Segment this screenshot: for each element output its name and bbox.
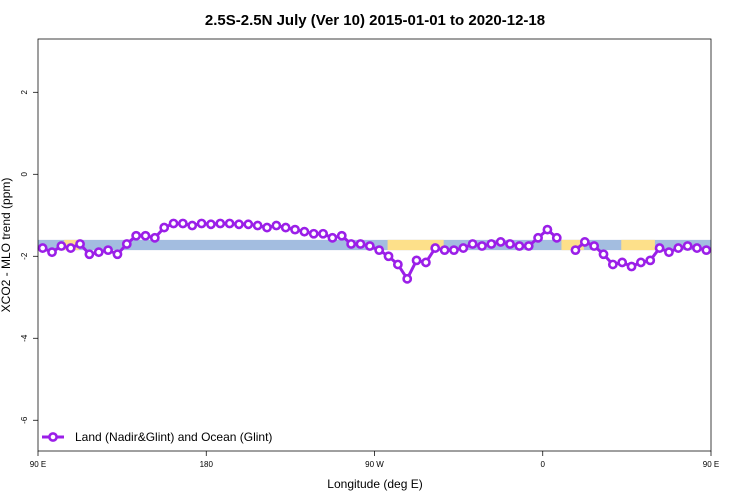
data-point	[56, 241, 67, 251]
data-point	[318, 228, 328, 239]
data-point	[149, 232, 160, 243]
data-point	[206, 219, 216, 230]
data-point	[421, 257, 431, 268]
data-point	[364, 241, 375, 251]
data-point	[234, 219, 244, 230]
data-point	[196, 218, 207, 229]
y-tick-label: -2	[20, 252, 29, 260]
data-point	[458, 243, 469, 253]
data-point	[411, 255, 422, 266]
legend: Land (Nadir&Glint) and Ocean (Glint)	[42, 430, 272, 444]
data-point	[598, 249, 609, 260]
y-axis: 2 0 -2 -4 -6	[20, 90, 38, 424]
data-point	[215, 218, 226, 229]
data-point	[617, 257, 628, 268]
x-tick-label: 0	[541, 460, 546, 469]
data-point	[626, 261, 637, 272]
data-point	[271, 220, 282, 231]
land-band-segment	[561, 239, 584, 251]
data-point	[477, 241, 487, 251]
data-point	[252, 220, 263, 231]
data-point	[84, 249, 95, 260]
data-point	[523, 241, 534, 251]
x-tick-label: 180	[200, 460, 214, 469]
data-point	[308, 228, 319, 239]
data-point	[570, 245, 581, 256]
data-point	[280, 222, 291, 233]
data-point	[37, 243, 48, 253]
land-band-segment	[387, 239, 444, 251]
data-point	[673, 243, 684, 253]
data-point	[168, 218, 179, 229]
y-tick-label: 2	[20, 90, 29, 95]
data-point	[262, 222, 272, 233]
data-point	[346, 239, 357, 249]
data-point	[140, 230, 151, 241]
data-point	[47, 247, 57, 258]
data-point	[430, 243, 441, 253]
data-point	[177, 218, 188, 229]
data-point	[692, 243, 702, 253]
data-point	[467, 239, 478, 249]
data-point	[505, 239, 515, 249]
y-tick-label: 0	[20, 172, 29, 177]
data-point	[533, 232, 543, 243]
series	[37, 218, 712, 284]
data-point	[402, 273, 413, 284]
data-point	[336, 230, 347, 241]
data-point	[65, 243, 76, 253]
data-point	[103, 245, 114, 256]
legend-label: Land (Nadir&Glint) and Ocean (Glint)	[75, 430, 272, 444]
data-point	[701, 245, 712, 256]
data-point	[383, 251, 394, 262]
data-point	[243, 219, 254, 230]
y-axis-label: XCO2 - MLO trend (ppm)	[0, 178, 13, 313]
data-point	[131, 230, 142, 241]
data-point	[551, 232, 562, 243]
data-point	[664, 247, 674, 258]
data-point	[682, 241, 693, 251]
data-point	[374, 245, 385, 256]
data-point	[224, 218, 235, 229]
data-point	[514, 241, 525, 251]
data-point	[449, 245, 459, 256]
data-point	[486, 239, 497, 249]
data-point	[589, 241, 600, 251]
data-point	[159, 222, 170, 233]
x-tick-label: 90 E	[30, 460, 46, 469]
x-tick-label: 90 W	[365, 460, 384, 469]
data-point	[93, 247, 104, 258]
data-point	[654, 243, 665, 253]
y-tick-label: -6	[20, 416, 29, 424]
data-point	[187, 220, 198, 231]
series-layer	[37, 218, 712, 284]
data-point	[112, 249, 123, 260]
x-axis-label: Longitude (deg E)	[327, 477, 422, 491]
data-point	[327, 232, 338, 243]
x-axis: 90 E 180 90 W 0 90 E	[30, 451, 719, 469]
chart-title: 2.5S-2.5N July (Ver 10) 2015-01-01 to 20…	[205, 12, 545, 29]
legend-marker-swatch	[48, 432, 58, 442]
data-point	[121, 239, 132, 249]
data-point	[495, 237, 506, 247]
data-point	[75, 239, 85, 249]
y-tick-label: -4	[20, 334, 29, 342]
x-tick-label: 90 E	[703, 460, 719, 469]
data-point	[299, 226, 310, 237]
data-point	[542, 224, 553, 235]
data-point	[645, 255, 656, 266]
data-point	[635, 257, 646, 268]
land-band-segment	[621, 239, 655, 251]
data-point	[439, 245, 450, 256]
data-point	[290, 224, 300, 235]
data-point	[355, 239, 366, 249]
data-point	[392, 259, 403, 270]
data-point	[579, 237, 590, 247]
data-point	[607, 259, 618, 270]
